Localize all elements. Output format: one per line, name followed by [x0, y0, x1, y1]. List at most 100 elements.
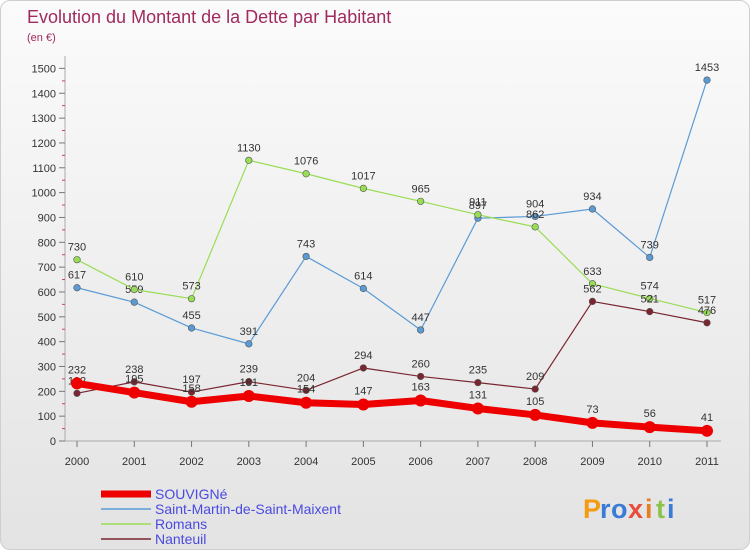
y-tick-label: 200 — [38, 386, 56, 398]
x-ticks: 2000 2001 2002 2003 2004 2005 2006 2007 2008 2009… — [65, 441, 719, 468]
x-tick-label: 2003 — [237, 456, 261, 468]
series-2: 730 610 573 1130 1076 1017 965 911 862 633 574 517 — [68, 142, 716, 317]
data-label: 73 — [586, 404, 598, 416]
data-point — [187, 388, 196, 396]
data-label: 562 — [583, 283, 601, 295]
y-tick-label: 900 — [38, 212, 56, 224]
series-3: 192238197239204294260235209562521476 — [68, 283, 716, 397]
data-label: 743 — [297, 238, 315, 250]
data-point — [128, 386, 141, 399]
data-point — [588, 297, 597, 306]
data-point — [531, 385, 539, 393]
data-label: 105 — [526, 396, 544, 408]
data-label: 235 — [469, 365, 487, 377]
logo-letter: P — [583, 494, 601, 524]
data-point — [73, 284, 81, 292]
legend-label: SOUVIGNé — [155, 486, 228, 502]
data-label: 158 — [182, 383, 200, 395]
data-point — [242, 390, 255, 403]
data-label: 1076 — [294, 156, 318, 168]
data-label: 294 — [354, 350, 372, 362]
data-point — [130, 378, 138, 386]
legend-label: Romans — [155, 516, 207, 532]
y-tick-label: 1200 — [32, 138, 56, 150]
data-label: 897 — [469, 200, 487, 212]
data-point — [588, 205, 597, 213]
series-line — [76, 79, 708, 345]
series-0: 232 195 158 181 154 147 163 131 105 73 56 41 — [68, 364, 713, 437]
y-ticks: 0 100 200 300 400 500 600 700 800 900 1000 1100 1200… — [32, 63, 65, 448]
data-label: 617 — [68, 270, 86, 282]
data-label: 573 — [182, 281, 200, 293]
data-point — [588, 280, 597, 288]
series-line — [76, 300, 708, 394]
data-point — [703, 319, 711, 327]
y-tick-label: 1000 — [32, 188, 56, 200]
x-tick-label: 2005 — [351, 456, 375, 468]
data-label: 260 — [411, 358, 429, 370]
legend-label: Nanteuil — [155, 531, 206, 547]
x-tick-label: 2009 — [580, 456, 604, 468]
y-tick-label: 600 — [38, 287, 56, 299]
data-point — [302, 386, 310, 394]
data-label: 574 — [641, 280, 659, 292]
data-point — [703, 76, 711, 84]
data-label: 163 — [411, 382, 429, 394]
x-tick-label: 2006 — [408, 456, 432, 468]
y-tick-label: 1300 — [32, 113, 56, 125]
data-point — [417, 326, 425, 334]
x-tick-label: 2010 — [637, 456, 661, 468]
x-tick-label: 2008 — [523, 456, 547, 468]
y-tick-label: 100 — [38, 411, 56, 423]
data-point — [531, 212, 539, 221]
x-tick-label: 2002 — [179, 456, 203, 468]
y-tick-label: 1100 — [32, 163, 56, 175]
y-tick-label: 700 — [38, 262, 56, 274]
data-label: 610 — [125, 271, 143, 283]
data-label: 195 — [125, 374, 143, 386]
series-1: 6175594553917436144478979049347391453 — [68, 62, 719, 348]
data-point — [646, 307, 654, 316]
data-label: 391 — [240, 326, 258, 338]
series-layer: 6175594553917436144478979049347391453730… — [68, 62, 719, 437]
x-tick-label: 2011 — [695, 456, 719, 468]
data-label: 131 — [469, 389, 487, 401]
data-label: 232 — [68, 364, 86, 376]
data-point — [359, 284, 367, 293]
data-point — [71, 377, 83, 390]
data-point — [414, 394, 427, 407]
chart-title: Evolution du Montant de la Dette par Hab… — [27, 7, 391, 27]
data-point — [703, 308, 711, 317]
data-label: 209 — [526, 371, 544, 383]
data-label: 56 — [644, 408, 656, 420]
data-label: 181 — [240, 377, 258, 389]
data-point — [130, 285, 138, 294]
chart-subtitle: (en €) — [27, 32, 56, 44]
data-label: 934 — [583, 191, 601, 203]
data-label: 739 — [641, 239, 659, 251]
data-point — [531, 223, 539, 231]
data-point — [646, 294, 654, 303]
data-label: 1453 — [695, 62, 719, 74]
series-line — [76, 379, 708, 435]
series-line — [76, 159, 708, 314]
legend: SOUVIGNéSaint-Martin-de-Saint-MaixentRom… — [101, 486, 341, 547]
logo-letter: i — [667, 494, 675, 524]
y-tick-label: 1400 — [32, 88, 56, 100]
logo-letter: x — [628, 494, 643, 524]
data-label: 154 — [297, 384, 315, 396]
x-tick-label: 2007 — [466, 456, 490, 468]
logo-letter: t — [656, 494, 665, 524]
data-point — [245, 340, 253, 348]
data-point — [300, 396, 313, 409]
data-point — [245, 156, 253, 164]
x-tick-label: 2000 — [65, 456, 89, 468]
y-tick-label: 0 — [50, 436, 56, 448]
x-tick-label: 2001 — [122, 456, 146, 468]
y-tick-label: 500 — [38, 312, 56, 324]
data-point — [357, 398, 370, 411]
data-point — [474, 379, 482, 387]
data-point — [187, 324, 196, 332]
y-tick-label: 1500 — [32, 63, 56, 75]
